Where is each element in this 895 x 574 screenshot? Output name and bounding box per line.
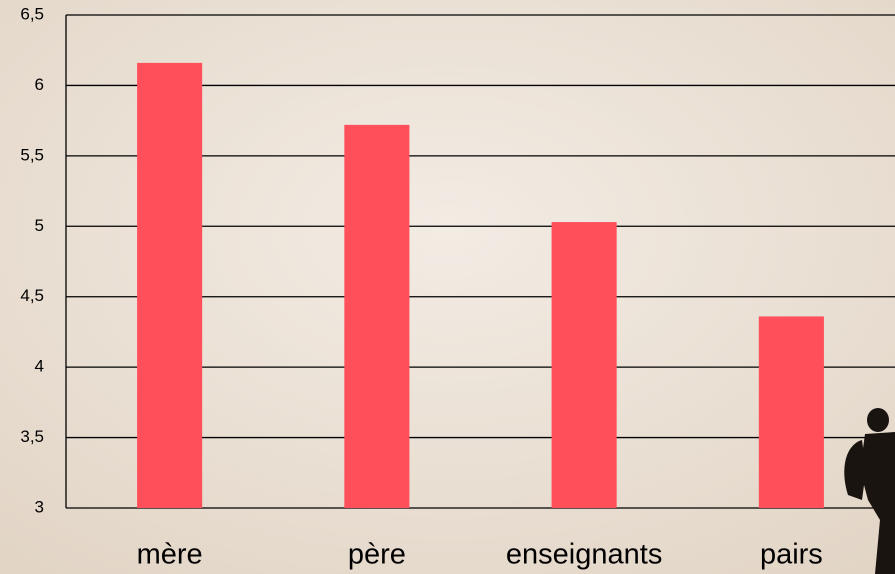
- y-tick-label: 5: [35, 216, 44, 235]
- page: {"chart_data": {"type": "bar", "categori…: [0, 0, 895, 574]
- bar: [344, 125, 409, 508]
- y-tick-label: 3,5: [20, 427, 44, 446]
- x-tick-label: mère: [137, 539, 203, 571]
- x-tick-label: pairs: [760, 539, 823, 571]
- bar: [137, 63, 202, 508]
- y-tick-label: 6,5: [20, 4, 44, 23]
- chart: 3 3,5 4 4,5 5 5,5 6 6,5 mère père enseignants pairs: [0, 0, 895, 574]
- bar: [552, 222, 617, 508]
- y-tick-label: 6: [35, 75, 44, 94]
- x-tick-label: enseignants: [506, 539, 662, 571]
- x-tick-label: père: [348, 539, 406, 571]
- y-tick-label: 5,5: [20, 145, 44, 164]
- y-tick-label: 4,5: [20, 286, 44, 305]
- bar: [759, 316, 824, 508]
- y-tick-label: 3: [35, 497, 44, 516]
- y-tick-label: 4: [35, 357, 44, 376]
